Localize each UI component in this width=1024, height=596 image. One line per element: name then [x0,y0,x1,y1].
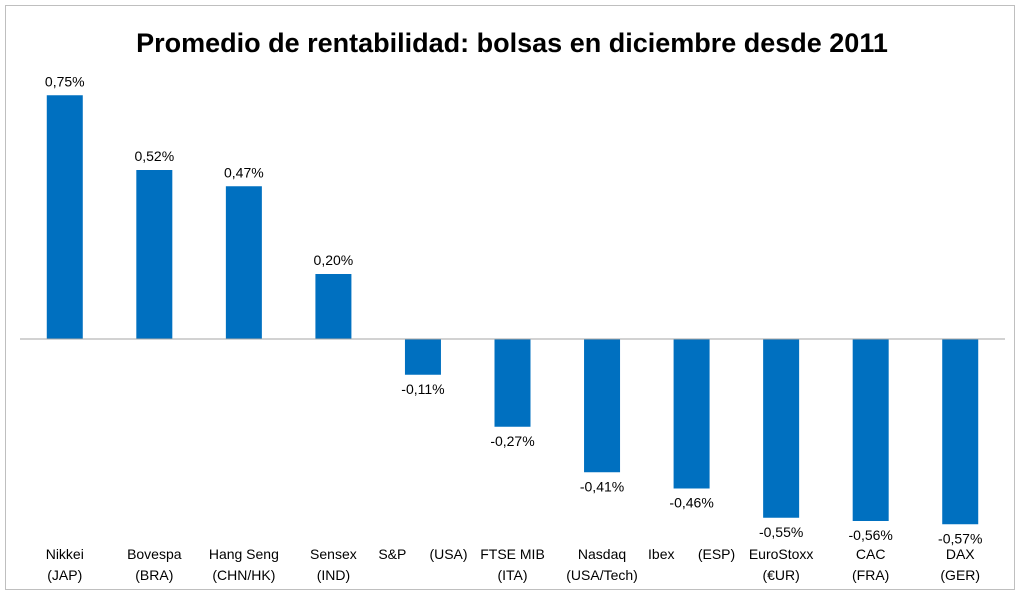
category-label-5-line-0: FTSE MIB [480,546,545,562]
bar-2 [225,186,262,339]
data-label-8: -0,55% [759,524,803,540]
category-label-10-line-0: DAX [946,546,975,562]
chart-title: Promedio de rentabilidad: bolsas en dici… [136,28,888,58]
bars-group [46,95,979,525]
bar-3 [315,274,352,339]
data-labels-group: 0,75% 0,52% 0,47% 0,20% -0,11% -0,27% -0,41% -0… [45,73,982,546]
category-label-10-line-1: (GER) [940,567,980,583]
category-label-2-line-1: (CHN/HK) [212,567,275,583]
category-label-3-line-0: Sensex [310,546,357,562]
bar-8 [763,339,800,518]
category-label-1-line-1: (BRA) [135,567,173,583]
bar-4 [404,339,441,375]
chart-frame [5,5,1015,590]
bar-7 [673,339,710,489]
data-label-2: 0,47% [224,164,264,180]
category-label-8-line-1: (€UR) [762,567,799,583]
category-label-4-line-0: S&P (USA) [378,546,467,562]
bar-0 [46,95,83,339]
bar-9 [852,339,889,521]
bar-1 [136,170,173,339]
data-label-9: -0,56% [849,527,893,543]
category-label-9-line-0: CAC [856,546,886,562]
category-label-0-line-1: (JAP) [47,567,82,583]
category-label-5-line-1: (ITA) [497,567,527,583]
data-label-5: -0,27% [490,433,534,449]
data-label-10: -0,57% [938,530,982,546]
bar-6 [584,339,621,473]
category-label-2-line-0: Hang Seng [209,546,279,562]
data-label-7: -0,46% [669,495,713,511]
category-label-8-line-0: EuroStoxx [749,546,814,562]
category-label-3-line-1: (IND) [317,567,350,583]
category-label-1-line-0: Bovespa [127,546,182,562]
category-label-7-line-0: Ibex (ESP) [648,546,735,562]
bar-10 [942,339,979,525]
category-label-9-line-1: (FRA) [852,567,889,583]
category-labels-group: Nikkei (JAP) Bovespa (BRA) Hang Seng (CHN/HK)… [46,546,980,583]
data-label-1: 0,52% [134,148,174,164]
data-label-6: -0,41% [580,478,624,494]
category-label-6-line-0: Nasdaq [578,546,626,562]
data-label-4: -0,11% [401,381,444,397]
data-label-3: 0,20% [314,252,354,268]
category-label-0-line-0: Nikkei [46,546,84,562]
bar-5 [494,339,531,427]
data-label-0: 0,75% [45,73,85,89]
category-label-6-line-1: (USA/Tech) [566,567,638,583]
